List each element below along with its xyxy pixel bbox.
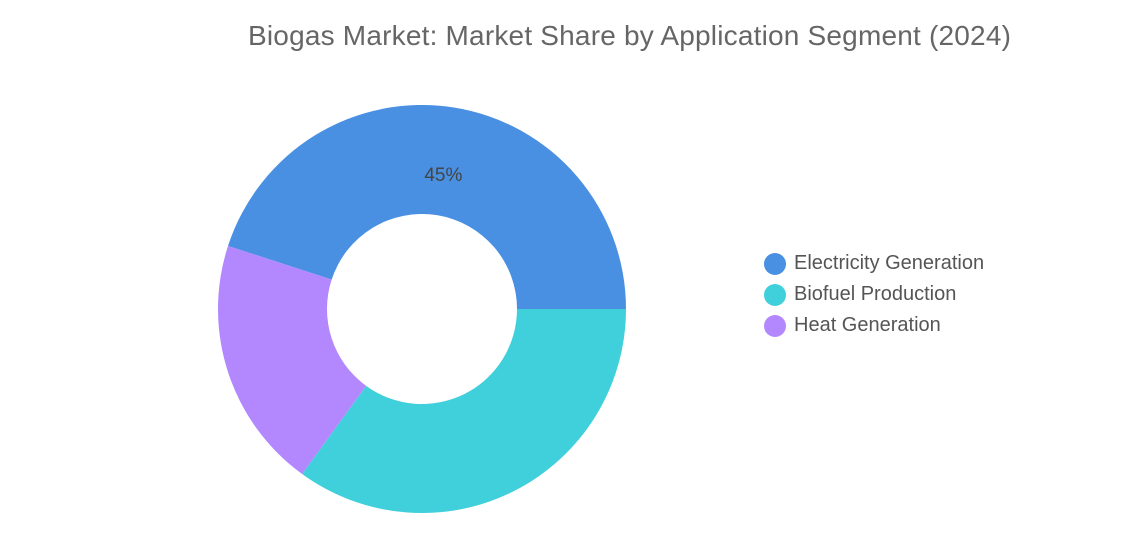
legend-item[interactable]: Biofuel Production <box>764 279 984 310</box>
legend-swatch <box>764 283 786 306</box>
slice-heat-generation <box>218 245 367 475</box>
slice-biofuel-production <box>302 309 626 514</box>
slice-electricity-generation <box>227 104 626 309</box>
slice-value-label: 45% <box>424 165 462 186</box>
legend-swatch <box>764 252 786 275</box>
legend-item[interactable]: Electricity Generation <box>764 248 984 279</box>
legend-swatch <box>764 314 786 337</box>
donut-labels: 45% <box>424 165 462 186</box>
donut-slices <box>218 104 626 514</box>
legend-label: Heat Generation <box>794 314 941 336</box>
chart-title: Biogas Market: Market Share by Applicati… <box>248 20 1012 51</box>
legend-item[interactable]: Heat Generation <box>764 310 984 341</box>
legend-label: Biofuel Production <box>794 283 957 305</box>
legend-label: Electricity Generation <box>794 252 985 274</box>
chart-legend: Electricity Generation Biofuel Production… <box>764 248 984 341</box>
